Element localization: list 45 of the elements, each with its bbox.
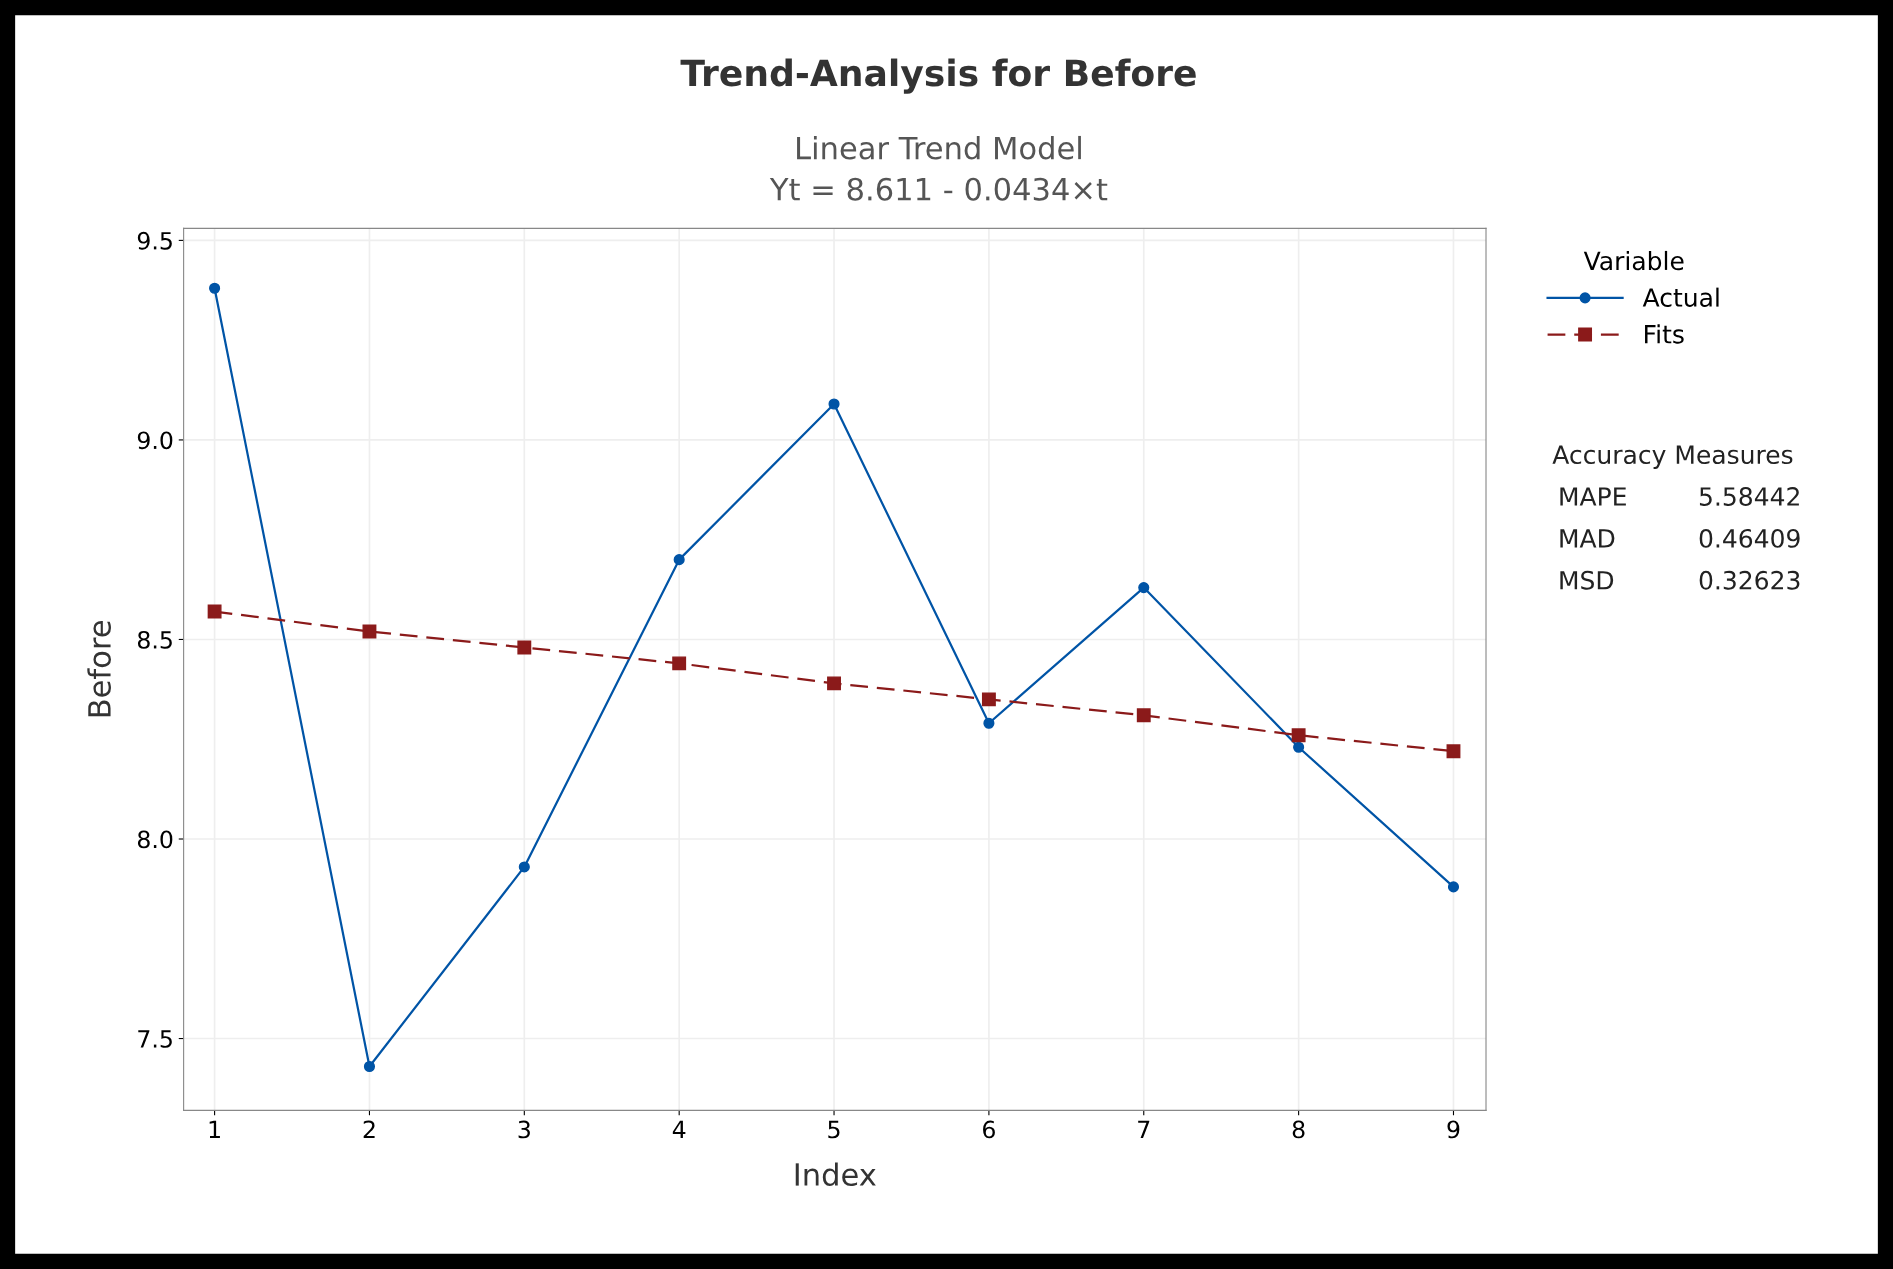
- y-tick-label: 8.5: [137, 630, 172, 649]
- text: Accuracy Measures: [1552, 445, 1793, 469]
- text: MSD: [1560, 570, 1614, 590]
- point: [1138, 582, 1150, 594]
- point: [983, 717, 995, 729]
- point: [517, 640, 532, 655]
- chart-title: Trend-Analysis for Before: [680, 58, 1196, 94]
- text: 5.58442: [1699, 487, 1799, 506]
- point: [827, 676, 841, 691]
- x-tick-label: 3: [518, 1120, 530, 1139]
- point: [363, 1060, 376, 1073]
- y-tick-label: 9.5: [137, 231, 172, 250]
- text: 0.32623: [1699, 570, 1800, 590]
- text: MAPE: [1560, 487, 1626, 506]
- x-tick-label: 8: [1292, 1120, 1305, 1139]
- x-tick-label: 6: [983, 1120, 995, 1139]
- point: [209, 282, 221, 294]
- text: 0.46409: [1699, 528, 1800, 548]
- y-tick-label: 9.0: [137, 431, 173, 450]
- point: [673, 554, 685, 566]
- point: [1291, 728, 1306, 743]
- x-axis-title: Index: [795, 1162, 876, 1187]
- x-tick-label: 7: [1138, 1120, 1150, 1139]
- point: [672, 656, 687, 671]
- point: [1446, 744, 1461, 759]
- x-tick-label: 4: [672, 1120, 686, 1139]
- legend-title: Variable: [1583, 250, 1684, 271]
- y-tick-label: 7.5: [138, 1030, 172, 1048]
- legend-label: Fits: [1645, 324, 1684, 344]
- text: MAD: [1560, 529, 1615, 548]
- chart-subtitle: Linear Trend Model Yt = 8.611 - 0.0434×t: [769, 135, 1108, 201]
- x-tick-label: 5: [828, 1120, 840, 1139]
- point: [1136, 708, 1151, 723]
- point: [518, 861, 530, 873]
- y-tick-label: 8.0: [137, 830, 173, 849]
- point: [1447, 881, 1460, 893]
- x-tick-label: 1: [209, 1120, 220, 1139]
- point: [1293, 741, 1305, 753]
- point: [981, 692, 996, 707]
- y-axis-title: Before: [87, 621, 111, 717]
- point: [828, 398, 840, 410]
- point: [207, 604, 222, 619]
- x-tick-label: 2: [363, 1120, 375, 1139]
- x-tick-label: 9: [1447, 1120, 1460, 1139]
- legend-label: Actual: [1642, 287, 1719, 307]
